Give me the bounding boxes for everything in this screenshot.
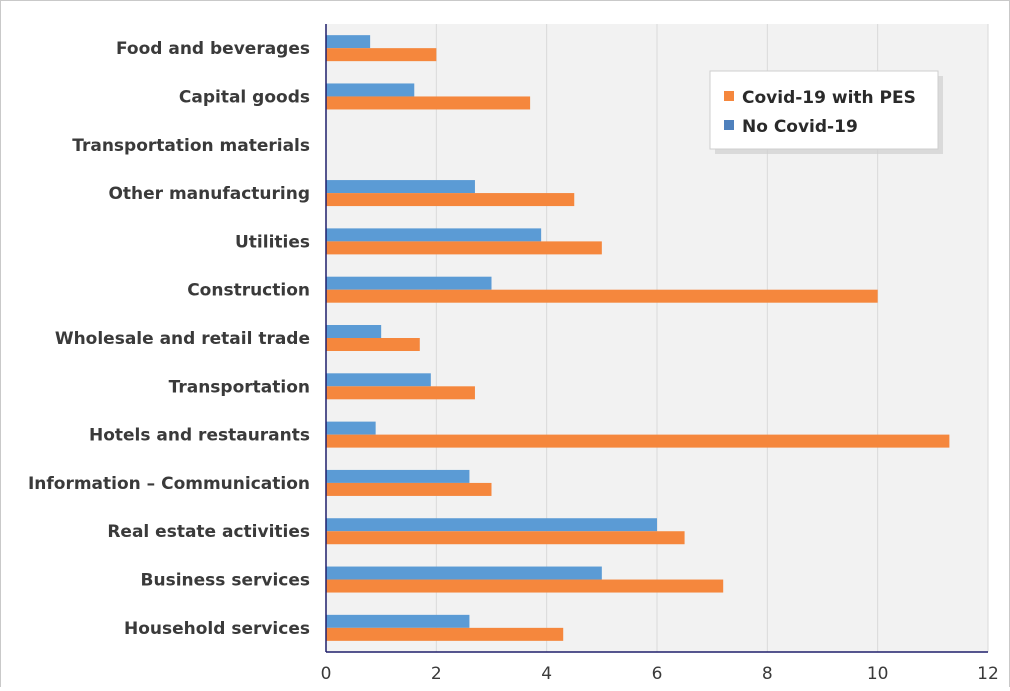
bar-no-covid <box>326 566 602 580</box>
x-tick-label: 10 <box>867 664 889 684</box>
legend-swatch-no-covid <box>724 120 734 130</box>
category-label: Capital goods <box>179 87 310 107</box>
category-label: Construction <box>187 281 310 301</box>
bar-no-covid <box>326 83 415 97</box>
bar-no-covid <box>326 518 657 532</box>
category-label: Utilities <box>235 232 310 252</box>
legend-box <box>709 70 939 150</box>
bar-covid-pes <box>326 627 564 641</box>
bar-covid-pes <box>326 482 492 496</box>
bar-covid-pes <box>326 96 531 110</box>
category-labels: Food and beverages Capital goods Transport… <box>28 39 310 639</box>
category-label: Wholesale and retail trade <box>55 329 310 349</box>
bar-no-covid <box>326 276 492 290</box>
bar-no-covid <box>326 421 376 435</box>
legend-label-no-covid: No Covid-19 <box>742 117 858 137</box>
bar-no-covid <box>326 180 475 194</box>
bar-no-covid <box>326 469 470 483</box>
x-tick-label: 12 <box>977 664 999 684</box>
bar-no-covid <box>326 373 431 387</box>
category-label: Real estate activities <box>107 522 310 542</box>
category-label: Household services <box>124 619 310 639</box>
bar-no-covid <box>326 325 382 338</box>
bar-no-covid <box>326 614 470 628</box>
x-tick-label: 4 <box>541 664 552 684</box>
category-label: Hotels and restaurants <box>89 426 310 446</box>
category-label: Transportation materials <box>72 136 310 156</box>
legend: Covid-19 with PES No Covid-19 <box>709 70 943 154</box>
bar-covid-pes <box>326 579 724 593</box>
x-tick-label: 6 <box>652 664 663 684</box>
bar-covid-pes <box>326 531 685 545</box>
bar-covid-pes <box>326 386 475 400</box>
category-label: Food and beverages <box>116 39 310 59</box>
legend-swatch-covid-pes <box>724 91 734 101</box>
bar-covid-pes <box>326 338 420 351</box>
bar-no-covid <box>326 35 371 49</box>
category-label: Other manufacturing <box>108 184 310 204</box>
bar-covid-pes <box>326 48 437 62</box>
bar-covid-pes <box>326 434 950 448</box>
bar-covid-pes <box>326 289 878 303</box>
x-tick-label: 2 <box>431 664 442 684</box>
bar-covid-pes <box>326 193 575 207</box>
bars <box>326 35 950 641</box>
bar-covid-pes <box>326 241 602 255</box>
bar-no-covid <box>326 228 542 242</box>
category-label: Transportation <box>169 377 310 397</box>
x-tick-labels: 0 2 4 6 8 10 12 <box>321 664 999 684</box>
category-label: Information – Communication <box>28 474 310 494</box>
legend-label-covid-pes: Covid-19 with PES <box>742 88 916 108</box>
x-tick-label: 0 <box>321 664 332 684</box>
category-label: Business services <box>141 571 310 591</box>
gridlines <box>435 24 989 652</box>
x-tick-label: 8 <box>762 664 773 684</box>
